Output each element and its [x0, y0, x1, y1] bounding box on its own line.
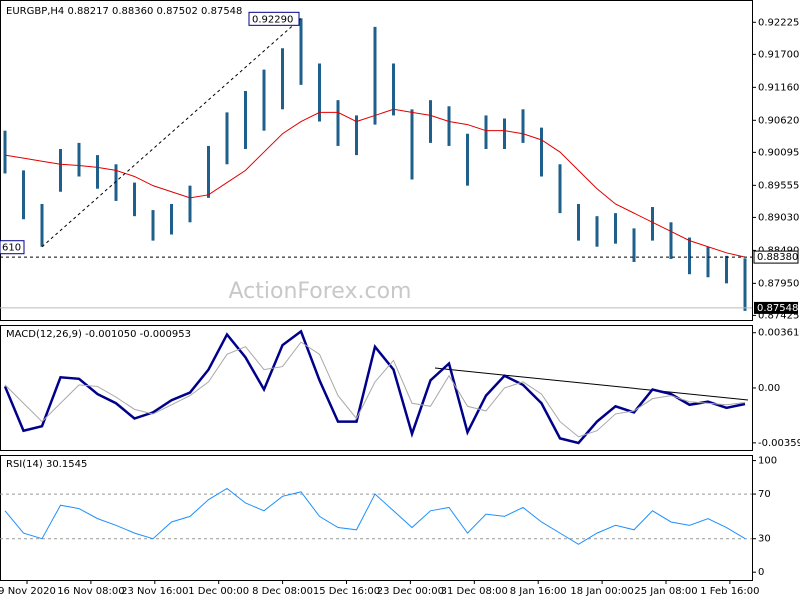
rsi-line: [4, 487, 746, 545]
y-tick-label: 0.90095: [758, 147, 799, 158]
x-tick-label: 31 Dec 08:00: [441, 586, 508, 597]
price-panel: [0, 0, 753, 321]
x-tick-label: 18 Jan 00:00: [570, 586, 633, 597]
y-tick-label: 0: [758, 567, 764, 578]
macd-line: [4, 341, 746, 438]
macd-trendline: [434, 367, 749, 401]
last-price-label: 0.87548: [757, 303, 798, 314]
macd-title: MACD(12,26,9) -0.001050 -0.000953: [6, 329, 191, 340]
y-tick-label: 70: [758, 489, 771, 500]
y-tick-label: 0.00: [758, 383, 780, 394]
high-label-box: [248, 11, 300, 26]
y-tick-label: 0.87425: [758, 310, 799, 321]
x-tick-label: 16 Nov 08:00: [57, 586, 124, 597]
y-tick-label: 30: [758, 534, 771, 545]
rsi-title: RSI(14) 30.1545: [6, 459, 87, 470]
y-tick-label: 0.92225: [758, 17, 799, 28]
x-tick-label: 8 Dec 08:00: [252, 586, 313, 597]
x-tick-label: 1 Feb 16:00: [700, 586, 759, 597]
y-tick-label: 0.89555: [758, 180, 799, 191]
rsi-panel: [0, 455, 753, 581]
low-label: 610: [2, 243, 21, 254]
y-tick-label: 0.90620: [758, 115, 799, 126]
x-tick-label: 8 Jan 16:00: [510, 586, 567, 597]
high-label: 0.92290: [252, 14, 293, 25]
price-line-box: [753, 250, 799, 264]
macd-panel: [0, 325, 753, 451]
y-tick-label: 0.003615: [758, 328, 800, 339]
x-tick-label: 23 Nov 16:00: [121, 586, 188, 597]
x-tick-label: 1 Dec 00:00: [188, 586, 249, 597]
x-tick-label: 15 Dec 16:00: [313, 586, 380, 597]
y-tick-label: 0.87950: [758, 278, 799, 289]
price-line-label: 0.88380: [757, 252, 798, 263]
x-tick-label: 23 Dec 00:00: [377, 586, 444, 597]
y-tick-label: 100: [758, 456, 777, 467]
watermark: ActionForex.com: [229, 279, 412, 304]
y-tick-label: 0.91700: [758, 49, 799, 60]
low-label-box: [0, 240, 25, 255]
y-tick-label: 0.89030: [758, 212, 799, 223]
y-tick-label: 0.91160: [758, 82, 799, 93]
moving-average: [4, 108, 746, 258]
x-tick-label: 9 Nov 2020: [0, 586, 56, 597]
x-tick-label: 25 Jan 08:00: [634, 586, 697, 597]
macd-line: [3, 329, 746, 445]
last-price-box: [754, 301, 798, 314]
y-tick-label: -0.003592: [758, 438, 800, 449]
price-title: EURGBP,H4 0.88217 0.88360 0.87502 0.8754…: [6, 6, 242, 17]
